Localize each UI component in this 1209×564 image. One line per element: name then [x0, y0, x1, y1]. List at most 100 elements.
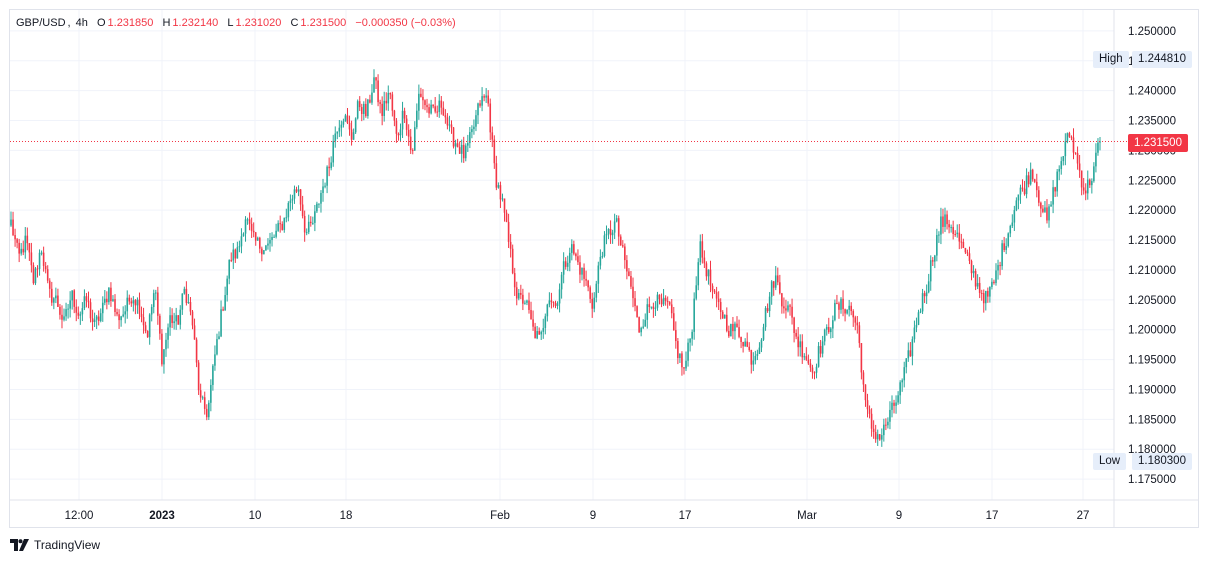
- candle-body: [30, 252, 33, 266]
- candle-body: [599, 256, 602, 266]
- candle-body: [1060, 161, 1063, 170]
- candle-body: [285, 217, 288, 219]
- candle-body: [434, 106, 436, 112]
- candle-body: [579, 262, 581, 275]
- candle-body: [426, 105, 428, 108]
- candle-body: [126, 297, 129, 312]
- candle-body: [607, 228, 610, 234]
- candle-body: [511, 248, 514, 274]
- candle-body: [44, 265, 47, 270]
- candle-body: [281, 223, 284, 230]
- candle-body: [587, 280, 589, 288]
- candle-body: [183, 288, 186, 294]
- candle-body: [870, 413, 873, 429]
- candle-body: [497, 185, 500, 188]
- candle-body: [418, 93, 420, 111]
- candle-body: [940, 216, 942, 235]
- legend-symbol[interactable]: GBP/USD: [16, 17, 66, 29]
- candle-body: [324, 185, 326, 187]
- candle-body: [752, 360, 755, 365]
- y-tick-label: 1.185000: [1128, 414, 1176, 426]
- candle-body: [1097, 142, 1099, 153]
- candle-body: [458, 147, 461, 154]
- symbol-legend: GBP/USD, 4h O 1.231850 H 1.232140 L 1.23102…: [16, 17, 456, 29]
- candle-body: [464, 145, 467, 159]
- candle-body: [407, 129, 410, 137]
- legend-high-value: 1.232140: [172, 17, 219, 29]
- candle-body: [118, 314, 120, 321]
- candle-body: [636, 306, 638, 318]
- candle-body: [854, 317, 857, 323]
- candle-body: [1015, 200, 1018, 211]
- candle-body: [112, 299, 114, 302]
- candle-body: [214, 354, 216, 366]
- candle-body: [701, 241, 704, 258]
- candle-body: [471, 129, 473, 133]
- candle-body: [883, 424, 885, 436]
- candle-body: [169, 315, 171, 328]
- candle-body: [766, 308, 769, 312]
- candle-body: [730, 323, 732, 337]
- candle-body: [446, 117, 449, 126]
- high-label-tag: High: [1093, 51, 1129, 68]
- legend-interval[interactable]: 4h: [75, 17, 88, 29]
- candle-body: [913, 327, 916, 340]
- candle-body: [685, 360, 687, 369]
- candle-body: [303, 215, 306, 233]
- candle-body: [1062, 156, 1065, 162]
- candle-body: [14, 235, 16, 240]
- candle-body: [815, 366, 818, 373]
- candle-body: [966, 252, 969, 254]
- candle-body: [984, 290, 987, 304]
- x-tick-label: Mar: [797, 510, 817, 522]
- candle-body: [1027, 175, 1030, 185]
- candle-body: [901, 380, 903, 383]
- candle-body: [467, 143, 469, 146]
- candle-body: [420, 93, 422, 97]
- candle-body: [509, 241, 512, 249]
- candle-body: [477, 103, 479, 116]
- candle-body: [424, 100, 426, 106]
- candle-body: [271, 236, 273, 240]
- candle-body: [672, 313, 675, 331]
- candle-body: [548, 300, 551, 305]
- candle-body: [524, 302, 526, 304]
- candle-body: [885, 424, 887, 426]
- tradingview-logo[interactable]: TradingView: [10, 538, 100, 552]
- candle-body: [652, 306, 655, 309]
- candle-body: [493, 139, 496, 164]
- candle-body: [104, 298, 106, 303]
- candle-body: [397, 133, 400, 136]
- candle-body: [363, 103, 365, 114]
- y-tick-label: 1.220000: [1128, 205, 1176, 217]
- candle-body: [110, 287, 112, 302]
- candle-body: [964, 248, 967, 253]
- candle-body: [1009, 226, 1012, 234]
- candle-body: [989, 286, 991, 297]
- candle-body: [157, 292, 159, 316]
- candle-body: [887, 421, 889, 426]
- candle-body: [299, 189, 302, 205]
- candle-body: [848, 305, 850, 310]
- candle-body: [220, 309, 222, 337]
- candle-body: [738, 327, 740, 337]
- candle-body: [852, 311, 855, 318]
- candle-body: [48, 280, 51, 289]
- candle-body: [526, 300, 528, 303]
- candle-body: [330, 162, 332, 169]
- candle-body: [907, 350, 910, 359]
- candle-body: [670, 304, 673, 314]
- candle-body: [254, 232, 257, 241]
- candle-body: [660, 299, 663, 305]
- candle-body: [87, 300, 90, 303]
- candle-body: [150, 307, 153, 315]
- candle-body: [1013, 210, 1016, 223]
- candle-body: [605, 233, 608, 236]
- candle-body: [334, 133, 337, 142]
- candle-body: [24, 235, 27, 253]
- candle-body: [1095, 152, 1097, 167]
- candlestick-chart[interactable]: 1.2500001.2450001.2400001.2350001.230000…: [10, 10, 1198, 527]
- candle-body: [234, 249, 237, 259]
- legend-close-value: 1.231500: [300, 17, 347, 29]
- candle-body: [895, 402, 897, 406]
